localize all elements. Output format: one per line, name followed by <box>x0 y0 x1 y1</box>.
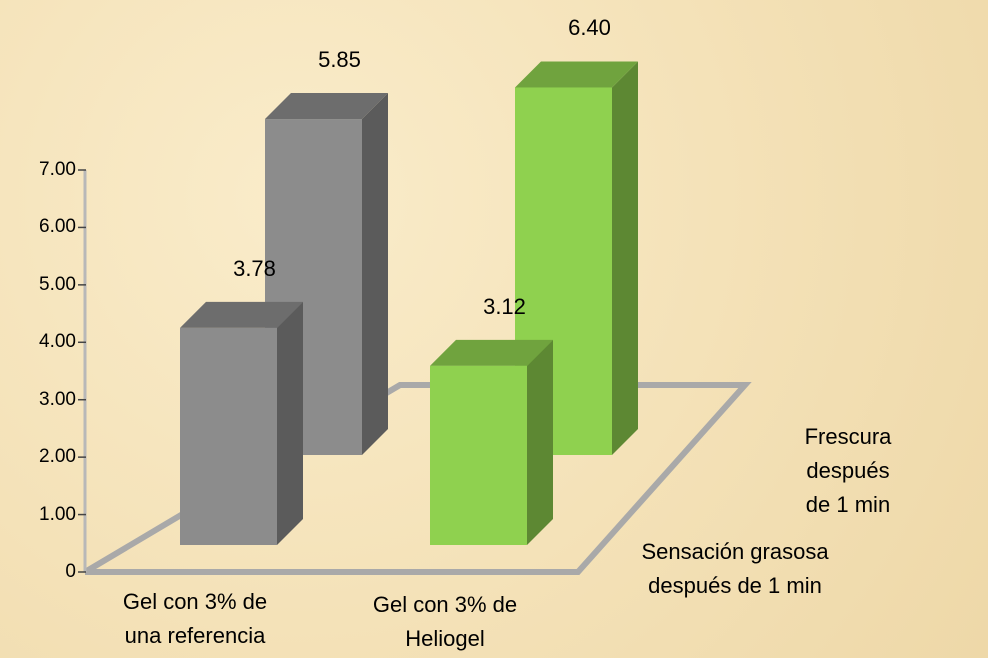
bar-top <box>180 301 303 328</box>
bar-side <box>277 301 303 545</box>
bar-top <box>515 61 638 88</box>
bar-side <box>527 339 553 545</box>
bar-top <box>430 339 553 366</box>
y-tick-label: 7.00 <box>39 159 76 180</box>
x-tick-label: Gel con 3% de una referencia <box>122 589 268 648</box>
y-tick-label: 4.00 <box>39 331 76 353</box>
bar-side <box>612 61 638 455</box>
series-label: Sensación grasosa después de 1 min <box>641 539 829 598</box>
series-label: Frescura después de 1 min <box>804 424 892 517</box>
y-tick-label: 1.00 <box>39 503 76 525</box>
bar <box>180 327 277 545</box>
value-label: 5.85 <box>318 47 361 73</box>
y-tick-label: 0 <box>65 561 76 582</box>
value-label: 3.78 <box>233 255 276 281</box>
y-tick-label: 2.00 <box>39 446 76 468</box>
value-label: 6.40 <box>568 15 611 41</box>
value-label: 3.12 <box>483 293 526 319</box>
bar-top <box>265 93 388 120</box>
bar-side <box>362 93 388 456</box>
y-tick-label: 3.00 <box>39 388 76 410</box>
y-tick-label: 6.00 <box>39 216 76 238</box>
bar <box>430 365 527 545</box>
x-tick-label: Gel con 3% de Heliogel <box>372 592 518 651</box>
y-tick-label: 5.00 <box>39 273 76 295</box>
